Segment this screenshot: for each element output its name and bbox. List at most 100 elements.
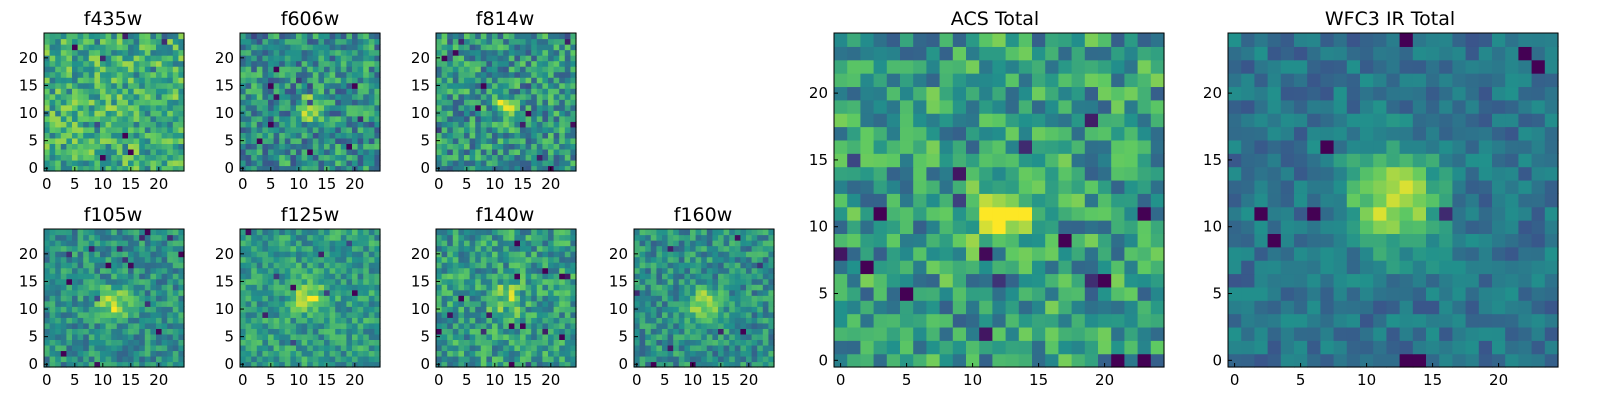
pixel-cell: [318, 33, 325, 40]
pixel-cell: [536, 240, 543, 247]
pixel-cell: [128, 306, 135, 313]
pixel-cell: [77, 328, 84, 335]
pixel-cell: [72, 350, 79, 357]
pixel-cell: [508, 33, 515, 40]
pixel-cell: [525, 361, 532, 368]
pixel-cell: [645, 289, 652, 296]
pixel-cell: [111, 278, 118, 285]
pixel-cell: [452, 339, 459, 346]
pixel-cell: [167, 121, 174, 128]
pixel-cell: [1032, 246, 1046, 261]
pixel-cell: [913, 326, 927, 341]
pixel-cell: [290, 350, 297, 357]
pixel-cell: [66, 77, 73, 84]
pixel-cell: [673, 306, 680, 313]
pixel-cell: [475, 273, 482, 280]
pixel-cell: [464, 110, 471, 117]
pixel-cell: [508, 154, 515, 161]
pixel-cell: [273, 165, 280, 172]
pixel-cell: [548, 115, 555, 122]
pixel-cell: [1124, 220, 1139, 234]
pixel-cell: [673, 333, 680, 340]
pixel-cell: [480, 77, 487, 84]
pixel-cell: [553, 77, 560, 84]
pixel-cell: [734, 300, 741, 307]
pixel-cell: [279, 159, 286, 167]
pixel-cell: [634, 295, 641, 302]
pixel-cell: [662, 300, 669, 307]
pixel-cell: [762, 311, 769, 318]
pixel-cell: [475, 262, 482, 269]
pixel-cell: [548, 344, 555, 352]
pixel-cell: [503, 143, 510, 150]
pixel-cell: [290, 77, 297, 84]
pixel-cell: [886, 300, 901, 315]
pixel-cell: [368, 143, 375, 150]
pixel-cell: [329, 143, 336, 150]
pixel-cell: [447, 38, 454, 45]
pixel-cell: [335, 333, 342, 340]
pixel-cell: [318, 154, 325, 161]
pixel-cell: [72, 121, 79, 128]
pixel-cell: [83, 350, 90, 357]
pixel-cell: [662, 344, 669, 352]
pixel-cell: [1137, 340, 1152, 355]
pixel-cell: [926, 300, 941, 315]
pixel-cell: [273, 88, 280, 95]
pixel-cell: [542, 44, 549, 51]
pixel-cell: [464, 267, 471, 274]
pixel-cell: [66, 55, 73, 62]
pixel-cell: [847, 113, 861, 128]
pixel-cell: [357, 44, 364, 51]
pixel-cell: [324, 355, 331, 363]
pixel-cell: [72, 300, 79, 307]
pixel-cell: [346, 344, 353, 352]
pixel-cell: [886, 220, 901, 234]
pixel-cell: [860, 313, 875, 328]
pixel-cell: [531, 82, 538, 89]
pixel-cell: [678, 317, 685, 324]
pixel-cell: [447, 317, 454, 324]
pixel-cell: [1124, 246, 1139, 261]
pixel-cell: [55, 49, 62, 56]
pixel-cell: [757, 295, 764, 302]
pixel-cell: [570, 99, 577, 106]
pixel-cell: [44, 256, 51, 263]
pixel-cell: [94, 278, 101, 285]
pixel-cell: [464, 262, 471, 269]
pixel-cell: [363, 148, 370, 156]
pixel-cell: [1032, 233, 1046, 248]
pixel-cell: [161, 240, 168, 247]
pixel-cell: [520, 126, 527, 133]
pixel-cell: [100, 328, 107, 335]
pixel-cell: [559, 267, 566, 274]
pixel-cell: [251, 154, 258, 161]
pixel-cell: [667, 245, 674, 252]
pixel-cell: [273, 355, 280, 363]
pixel-cell: [1032, 139, 1046, 154]
pixel-cell: [273, 71, 280, 78]
pixel-cell: [44, 311, 51, 318]
pixel-cell: [536, 126, 543, 133]
pixel-cell: [290, 60, 297, 67]
pixel-cell: [167, 126, 174, 133]
pixel-cell: [256, 317, 263, 324]
pixel-cell: [503, 77, 510, 84]
pixel-cell: [55, 328, 62, 335]
pixel-cell: [262, 284, 269, 291]
pixel-cell: [531, 273, 538, 280]
pixel-cell: [441, 93, 448, 100]
pixel-cell: [718, 273, 725, 280]
pixel-cell: [926, 126, 941, 141]
y-tick-label: 15: [19, 272, 38, 290]
pixel-cell: [729, 322, 736, 329]
pixel-cell: [1032, 179, 1046, 194]
x-tick-label: 0: [434, 175, 444, 193]
pixel-cell: [77, 49, 84, 56]
pixel-cell: [469, 339, 476, 346]
pixel-cell: [144, 240, 151, 247]
pixel-cell: [296, 88, 303, 95]
pixel-cell: [508, 262, 515, 269]
pixel-cell: [88, 66, 95, 73]
pixel-cell: [952, 139, 967, 154]
